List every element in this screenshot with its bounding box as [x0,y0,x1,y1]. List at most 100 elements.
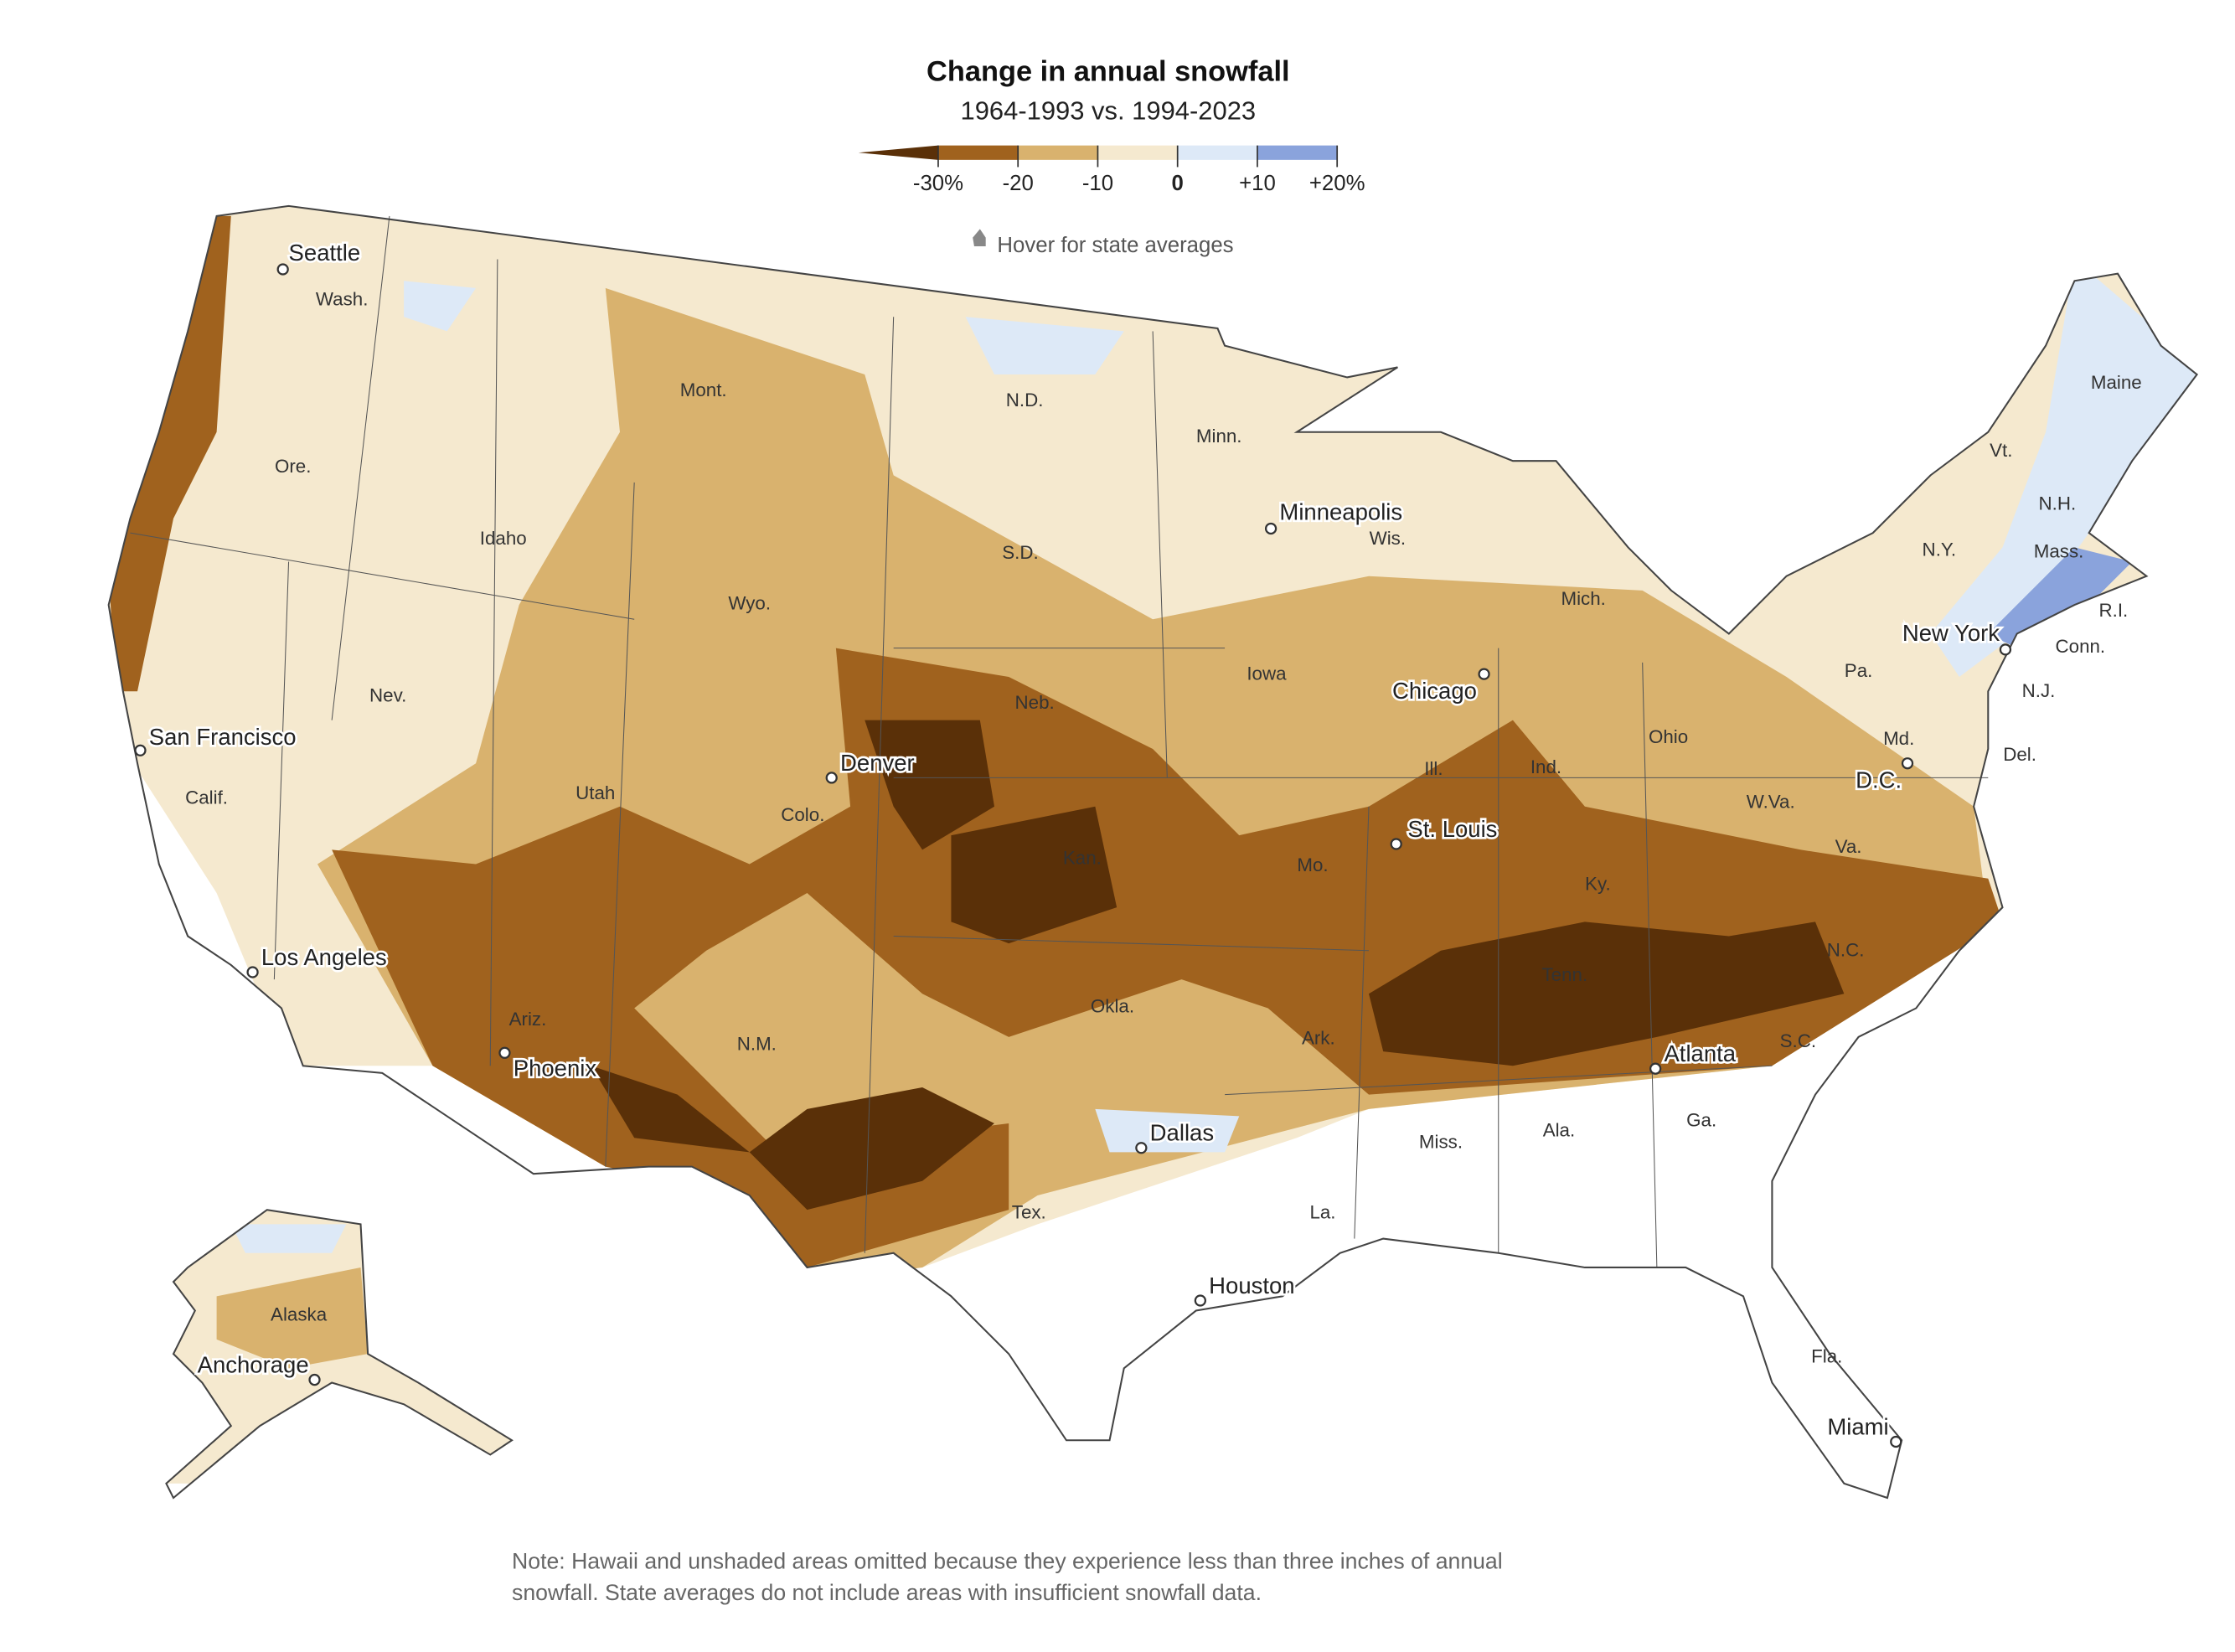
city-dot [1135,1142,1148,1154]
city-dot [1999,643,2012,656]
state-label: Neb. [1015,692,1055,713]
legend-bin [1177,145,1257,160]
state-label: Utah [576,782,615,803]
legend-bin [937,145,1019,160]
city-label: Chicago [1392,678,1477,704]
state-label: Wash. [316,288,369,309]
legend-tick-label: 0 [1172,172,1184,195]
city-dot [825,772,838,784]
state-label: Ky. [1585,874,1611,895]
hand-icon [973,229,986,246]
city-dot [1649,1062,1662,1075]
city-label: Anchorage [198,1351,309,1377]
state-label: R.I. [2098,600,2128,621]
state-label: N.C. [1827,940,1865,961]
city-label: Atlanta [1664,1040,1736,1066]
state-label: Ind. [1530,756,1561,777]
city-dot [1890,1435,1902,1448]
state-label: Wis. [1370,528,1406,549]
state-label: S.C. [1780,1030,1816,1051]
city-label: Seattle [289,240,361,266]
note-line: snowfall. State averages do not include … [512,1580,1262,1605]
city-label: Phoenix [514,1055,597,1081]
state-label: Alaska [271,1304,328,1325]
state-label: La. [1309,1202,1335,1223]
state-label: Calif. [185,787,228,808]
city-label: Denver [840,750,915,776]
state-label: Mo. [1297,854,1328,875]
state-label: Tex. [1012,1202,1046,1223]
state-label: N.H. [2038,493,2076,514]
state-label: Minn. [1196,426,1242,447]
city-label: New York [1902,620,2000,646]
city-dot [134,744,147,756]
region [1988,547,2133,648]
state-label: Nev. [369,684,406,705]
legend-bin [1018,145,1098,160]
state-label: Okla. [1091,996,1134,1017]
legend: -30% -20 -10 0 +10 +20% [858,145,1365,195]
state-label: Fla. [1811,1345,1842,1366]
state-label: Mass. [2034,540,2084,561]
city-label: Minneapolis [1279,499,1402,525]
city-label: D.C. [1856,767,1902,792]
city-dot [1478,668,1490,680]
city-dot [1264,522,1278,535]
state-label: N.Y. [1923,539,1957,560]
city-dot [308,1373,321,1386]
city-label: Miami [1827,1413,1888,1439]
state-label: Vt. [1990,440,2012,461]
state-label: Va. [1835,836,1862,857]
state-label: Ariz. [509,1009,547,1030]
legend-bin [1257,145,1338,160]
state-label: Miss. [1419,1131,1463,1152]
legend-tick-label: +10 [1239,172,1276,195]
city-dot [1194,1294,1206,1307]
city-dot [246,966,259,978]
state-label: Tenn. [1541,964,1587,985]
legend-tick-label: -20 [1003,172,1034,195]
state-label: N.M. [737,1033,777,1054]
state-label: Colo. [781,804,824,825]
state-label: Del. [2003,744,2036,765]
city-dot [1901,757,1914,770]
state-label: Conn. [2056,636,2106,657]
legend-tick-label: +20% [1309,172,1365,195]
state-label: Ill. [1424,758,1443,779]
title: Change in annual snowfall [927,55,1290,87]
state-label: Ga. [1686,1109,1716,1130]
city-label: Los Angeles [261,944,387,970]
hover-hint: Hover for state averages [997,234,1233,257]
state-label: Ala. [1543,1120,1576,1141]
city-label: San Francisco [149,724,297,750]
city-label: St. Louis [1407,816,1497,842]
legend-tick-label: -10 [1082,172,1113,195]
region [332,648,2003,1267]
legend-bin [858,145,938,160]
note-line: Note: Hawaii and unshaded areas omitted … [512,1548,1503,1573]
legend-tick-label: -30% [913,172,963,195]
state-label: Mich. [1561,588,1605,609]
state-label: N.J. [2022,680,2056,701]
region-group [591,720,1845,1211]
city-dot [276,263,289,276]
legend-bin [1097,145,1178,160]
state-label: Idaho [480,528,527,549]
labels: Wash. Ore. Calif. Nev. Idaho Mont. Wyo. Utah Col… [134,238,2142,1448]
state-label: Iowa [1247,663,1287,684]
state-label: Kan. [1063,848,1102,869]
state-label: W.Va. [1747,792,1795,813]
subtitle: 1964-1993 vs. 1994-2023 [961,96,1257,126]
state-label: Mont. [680,379,727,400]
city-label: Dallas [1150,1120,1214,1146]
state-label: S.D. [1002,542,1038,563]
region-group [404,259,2197,1153]
state-label: Ore. [275,456,311,477]
state-label: N.D. [1006,390,1044,410]
alaska-shading [166,1210,513,1484]
state-label: Pa. [1845,660,1873,681]
city-dot [498,1046,511,1059]
state-label: Md. [1883,728,1914,749]
